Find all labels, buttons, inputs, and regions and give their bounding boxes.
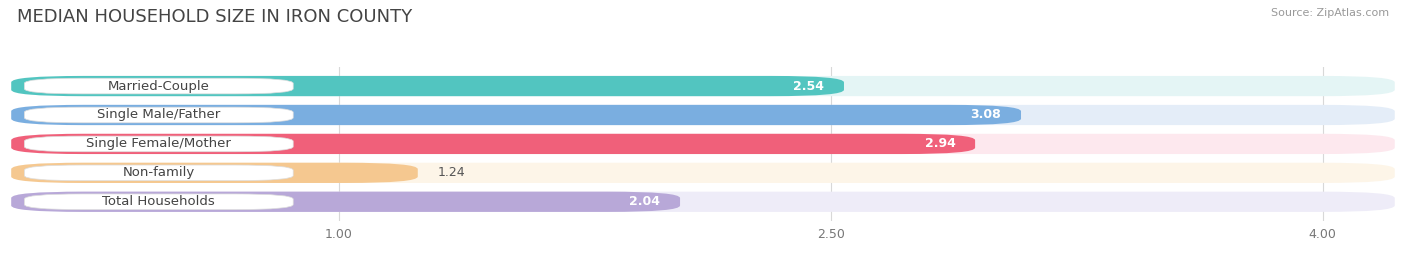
FancyBboxPatch shape: [24, 136, 294, 152]
Text: 2.04: 2.04: [630, 195, 661, 208]
FancyBboxPatch shape: [11, 163, 1395, 183]
FancyBboxPatch shape: [24, 165, 294, 181]
Text: 1.24: 1.24: [437, 166, 465, 179]
FancyBboxPatch shape: [11, 192, 681, 212]
Text: 2.94: 2.94: [925, 137, 956, 150]
FancyBboxPatch shape: [11, 105, 1021, 125]
FancyBboxPatch shape: [24, 107, 294, 123]
FancyBboxPatch shape: [11, 192, 1395, 212]
Text: Single Male/Father: Single Male/Father: [97, 108, 221, 122]
FancyBboxPatch shape: [24, 194, 294, 210]
FancyBboxPatch shape: [11, 76, 844, 96]
FancyBboxPatch shape: [11, 134, 976, 154]
Text: Married-Couple: Married-Couple: [108, 80, 209, 93]
Text: Non-family: Non-family: [122, 166, 195, 179]
Text: Single Female/Mother: Single Female/Mother: [86, 137, 231, 150]
Text: Total Households: Total Households: [103, 195, 215, 208]
FancyBboxPatch shape: [11, 76, 1395, 96]
Text: 3.08: 3.08: [970, 108, 1001, 122]
Text: 2.54: 2.54: [793, 80, 824, 93]
FancyBboxPatch shape: [11, 105, 1395, 125]
Text: MEDIAN HOUSEHOLD SIZE IN IRON COUNTY: MEDIAN HOUSEHOLD SIZE IN IRON COUNTY: [17, 8, 412, 26]
FancyBboxPatch shape: [11, 163, 418, 183]
FancyBboxPatch shape: [11, 134, 1395, 154]
FancyBboxPatch shape: [24, 78, 294, 94]
Text: Source: ZipAtlas.com: Source: ZipAtlas.com: [1271, 8, 1389, 18]
